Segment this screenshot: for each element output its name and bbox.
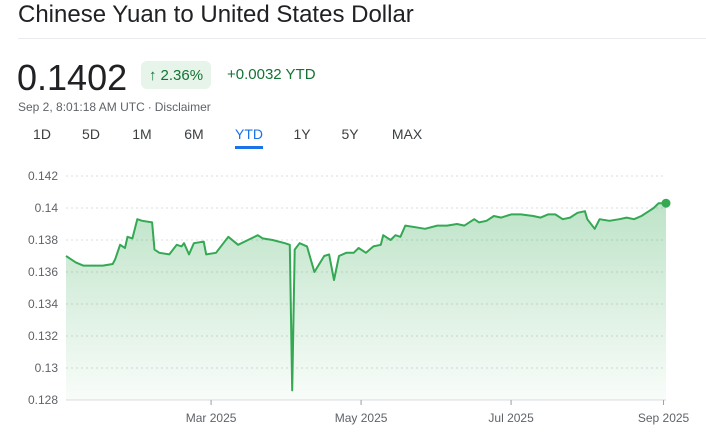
change-absolute: +0.0032 YTD bbox=[227, 66, 316, 83]
last-price-dot bbox=[661, 198, 671, 208]
arrow-up-icon: ↑ bbox=[149, 66, 157, 84]
price-area-fill bbox=[66, 203, 666, 400]
tab-5d[interactable]: 5D bbox=[82, 126, 100, 142]
quote-meta: Sep 2, 8:01:18 AM UTC · Disclaimer bbox=[18, 100, 211, 114]
x-tick-label: Sep 2025 bbox=[638, 411, 690, 425]
tab-1m[interactable]: 1M bbox=[132, 126, 152, 142]
meta-separator: · bbox=[147, 100, 152, 114]
change-percent-badge: ↑ 2.36% bbox=[141, 61, 212, 89]
price-chart[interactable]: 0.142 0.14 0.138 0.136 0.134 0.132 0.13 0.128 M… bbox=[0, 160, 706, 433]
page-title: Chinese Yuan to United States Dollar bbox=[18, 1, 414, 28]
current-price: 0.1402 bbox=[17, 57, 128, 98]
x-tick-label: Jul 2025 bbox=[488, 411, 534, 425]
disclaimer-link[interactable]: Disclaimer bbox=[154, 100, 211, 114]
tab-1y[interactable]: 1Y bbox=[293, 126, 311, 142]
x-axis: Mar 2025 May 2025 Jul 2025 Sep 2025 bbox=[66, 399, 690, 425]
tab-1d[interactable]: 1D bbox=[33, 126, 51, 142]
y-tick-label: 0.14 bbox=[35, 201, 59, 215]
header-divider bbox=[18, 38, 706, 39]
tab-ytd[interactable]: YTD bbox=[235, 126, 263, 149]
quote-timestamp: Sep 2, 8:01:18 AM UTC bbox=[18, 100, 145, 114]
y-tick-label: 0.136 bbox=[28, 265, 58, 279]
x-tick-label: May 2025 bbox=[335, 411, 388, 425]
tab-5y[interactable]: 5Y bbox=[341, 126, 359, 142]
y-tick-label: 0.134 bbox=[28, 297, 58, 311]
tab-max[interactable]: MAX bbox=[391, 126, 423, 142]
change-percent-value: 2.36% bbox=[160, 66, 204, 84]
y-tick-label: 0.142 bbox=[28, 169, 58, 183]
y-tick-label: 0.132 bbox=[28, 329, 58, 343]
tab-6m[interactable]: 6M bbox=[184, 126, 204, 142]
y-axis-labels: 0.142 0.14 0.138 0.136 0.134 0.132 0.13 0.128 bbox=[28, 169, 58, 407]
range-tabs: 1D 5D 1M 6M YTD 1Y 5Y MAX bbox=[0, 126, 706, 152]
y-tick-label: 0.138 bbox=[28, 233, 58, 247]
price-line bbox=[65, 202, 666, 392]
y-tick-label: 0.128 bbox=[28, 393, 58, 407]
x-tick-label: Mar 2025 bbox=[186, 411, 237, 425]
y-tick-label: 0.13 bbox=[35, 361, 59, 375]
